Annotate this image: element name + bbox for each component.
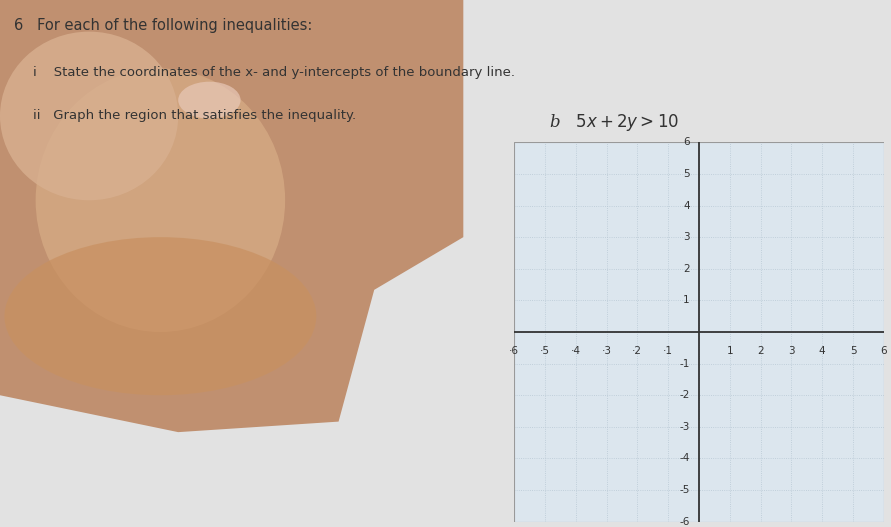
Text: 5: 5: [850, 346, 856, 356]
Text: -4: -4: [679, 454, 690, 463]
Text: 3: 3: [789, 346, 795, 356]
Ellipse shape: [36, 69, 285, 332]
Text: -2: -2: [679, 391, 690, 400]
Ellipse shape: [178, 82, 241, 119]
Text: ·4: ·4: [571, 346, 581, 356]
Ellipse shape: [116, 84, 276, 200]
Text: 6   For each of the following inequalities:: 6 For each of the following inequalities…: [14, 18, 312, 33]
Text: ·2: ·2: [633, 346, 642, 356]
Text: 2: 2: [683, 264, 690, 274]
Text: ·3: ·3: [601, 346, 611, 356]
Text: ii   Graph the region that satisfies the inequality.: ii Graph the region that satisfies the i…: [33, 109, 356, 122]
Text: b   $5x + 2y > 10$: b $5x + 2y > 10$: [549, 112, 679, 133]
Text: -5: -5: [679, 485, 690, 495]
Ellipse shape: [4, 237, 316, 395]
Text: 1: 1: [683, 296, 690, 305]
Text: -1: -1: [679, 359, 690, 368]
Text: -3: -3: [679, 422, 690, 432]
Polygon shape: [0, 0, 463, 432]
Text: 4: 4: [683, 201, 690, 210]
Text: 3: 3: [683, 232, 690, 242]
Text: ·5: ·5: [540, 346, 550, 356]
Text: 1: 1: [726, 346, 733, 356]
Text: 6: 6: [683, 138, 690, 147]
Text: 5: 5: [683, 169, 690, 179]
Text: -6: -6: [679, 517, 690, 526]
Text: 6: 6: [880, 346, 887, 356]
Text: ·1: ·1: [663, 346, 674, 356]
Text: i    State the coordinates of the x- and y-intercepts of the boundary line.: i State the coordinates of the x- and y-…: [33, 66, 515, 79]
Text: ·6: ·6: [509, 346, 519, 356]
Text: 2: 2: [757, 346, 764, 356]
Ellipse shape: [0, 32, 178, 200]
Text: 4: 4: [819, 346, 826, 356]
